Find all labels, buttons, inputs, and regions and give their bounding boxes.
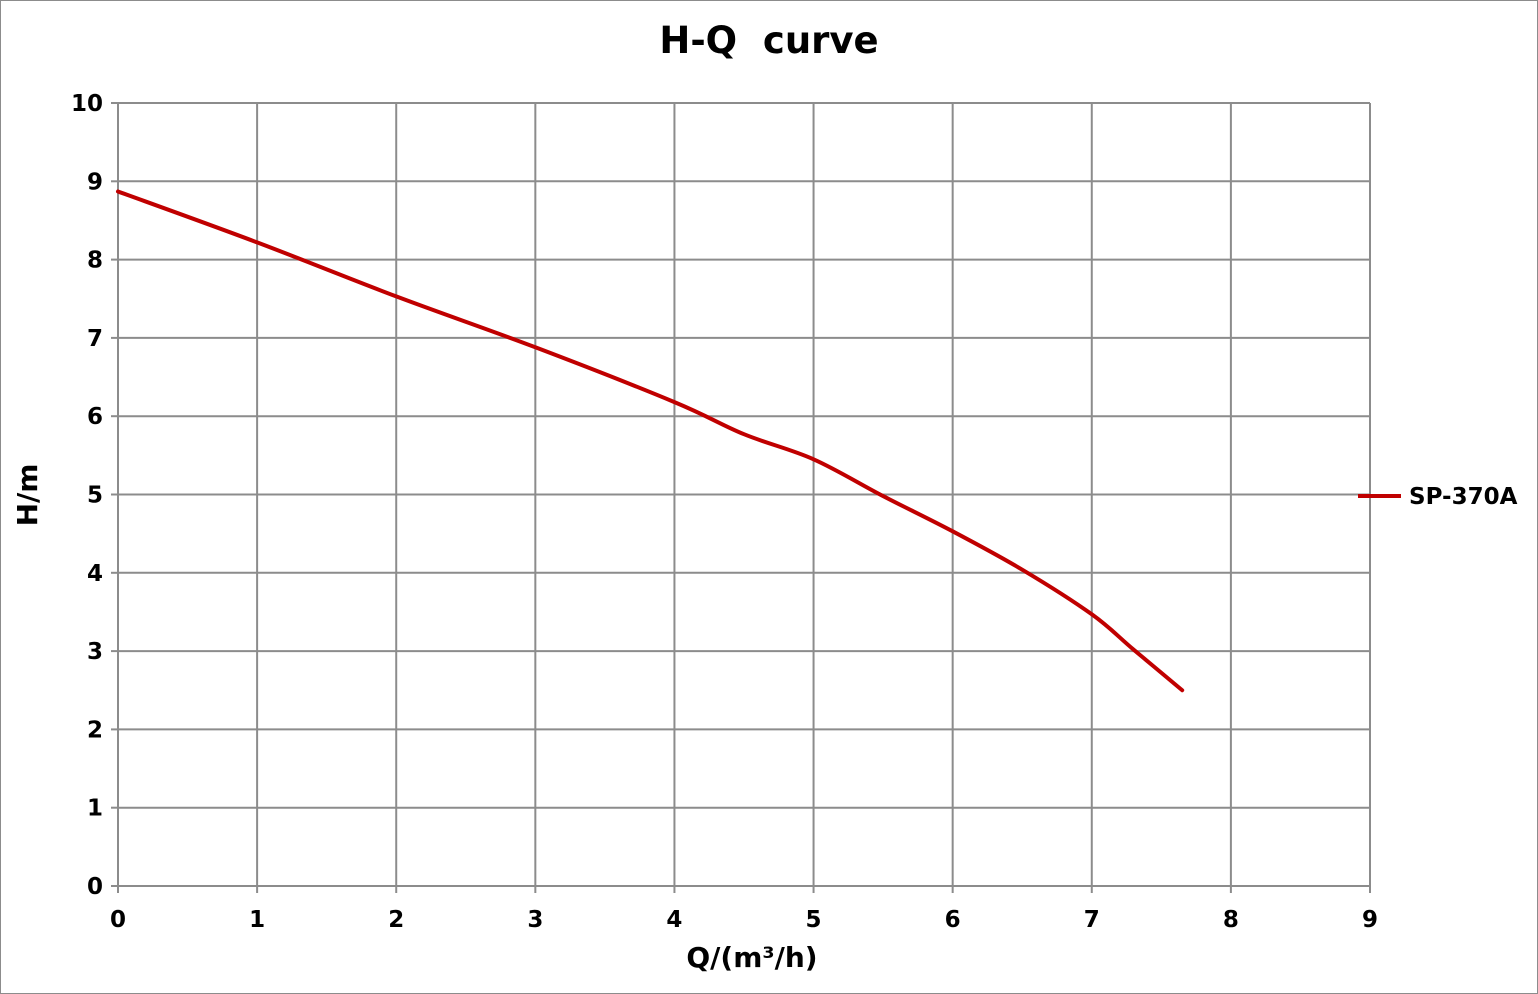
y-axis-title: H/m xyxy=(11,464,44,527)
legend-label-sp-370a: SP-370A xyxy=(1409,484,1518,510)
x-tick-label-6: 6 xyxy=(945,907,961,933)
y-tick-label-1: 1 xyxy=(87,796,103,822)
y-tick-label-3: 3 xyxy=(87,639,103,665)
x-tick-label-3: 3 xyxy=(527,907,543,933)
x-tick-label-9: 9 xyxy=(1362,907,1378,933)
y-tick-label-2: 2 xyxy=(87,717,103,743)
x-tick-label-2: 2 xyxy=(388,907,404,933)
axis-layer xyxy=(111,102,1371,893)
legend[interactable]: SP-370A xyxy=(1358,484,1518,510)
y-tick-label-8: 8 xyxy=(87,248,103,274)
y-tick-label-6: 6 xyxy=(87,404,103,430)
grid-layer xyxy=(118,102,1371,886)
x-tick-label-0: 0 xyxy=(110,907,126,933)
x-tick-label-5: 5 xyxy=(806,907,822,933)
y-tick-label-4: 4 xyxy=(87,561,103,587)
y-tick-label-0: 0 xyxy=(87,874,103,900)
series-layer xyxy=(116,189,1185,693)
y-tick-label-5: 5 xyxy=(87,483,103,509)
x-tick-label-4: 4 xyxy=(666,907,682,933)
y-tick-label-7: 7 xyxy=(87,326,103,352)
chart-title: H-Q curve xyxy=(659,19,878,62)
x-tick-label-1: 1 xyxy=(249,907,265,933)
tick-label-layer: 0 1 2 3 4 5 6 7 8 9 0 1 2 3 4 5 6 7 8 9 10 xyxy=(71,91,1378,933)
series-line-sp-370a xyxy=(116,189,1185,693)
y-tick-label-9: 9 xyxy=(87,169,103,195)
x-tick-label-8: 8 xyxy=(1223,907,1239,933)
y-tick-label-10: 10 xyxy=(71,91,103,117)
x-axis-title: Q/(m³/h) xyxy=(686,941,817,974)
x-tick-label-7: 7 xyxy=(1084,907,1100,933)
